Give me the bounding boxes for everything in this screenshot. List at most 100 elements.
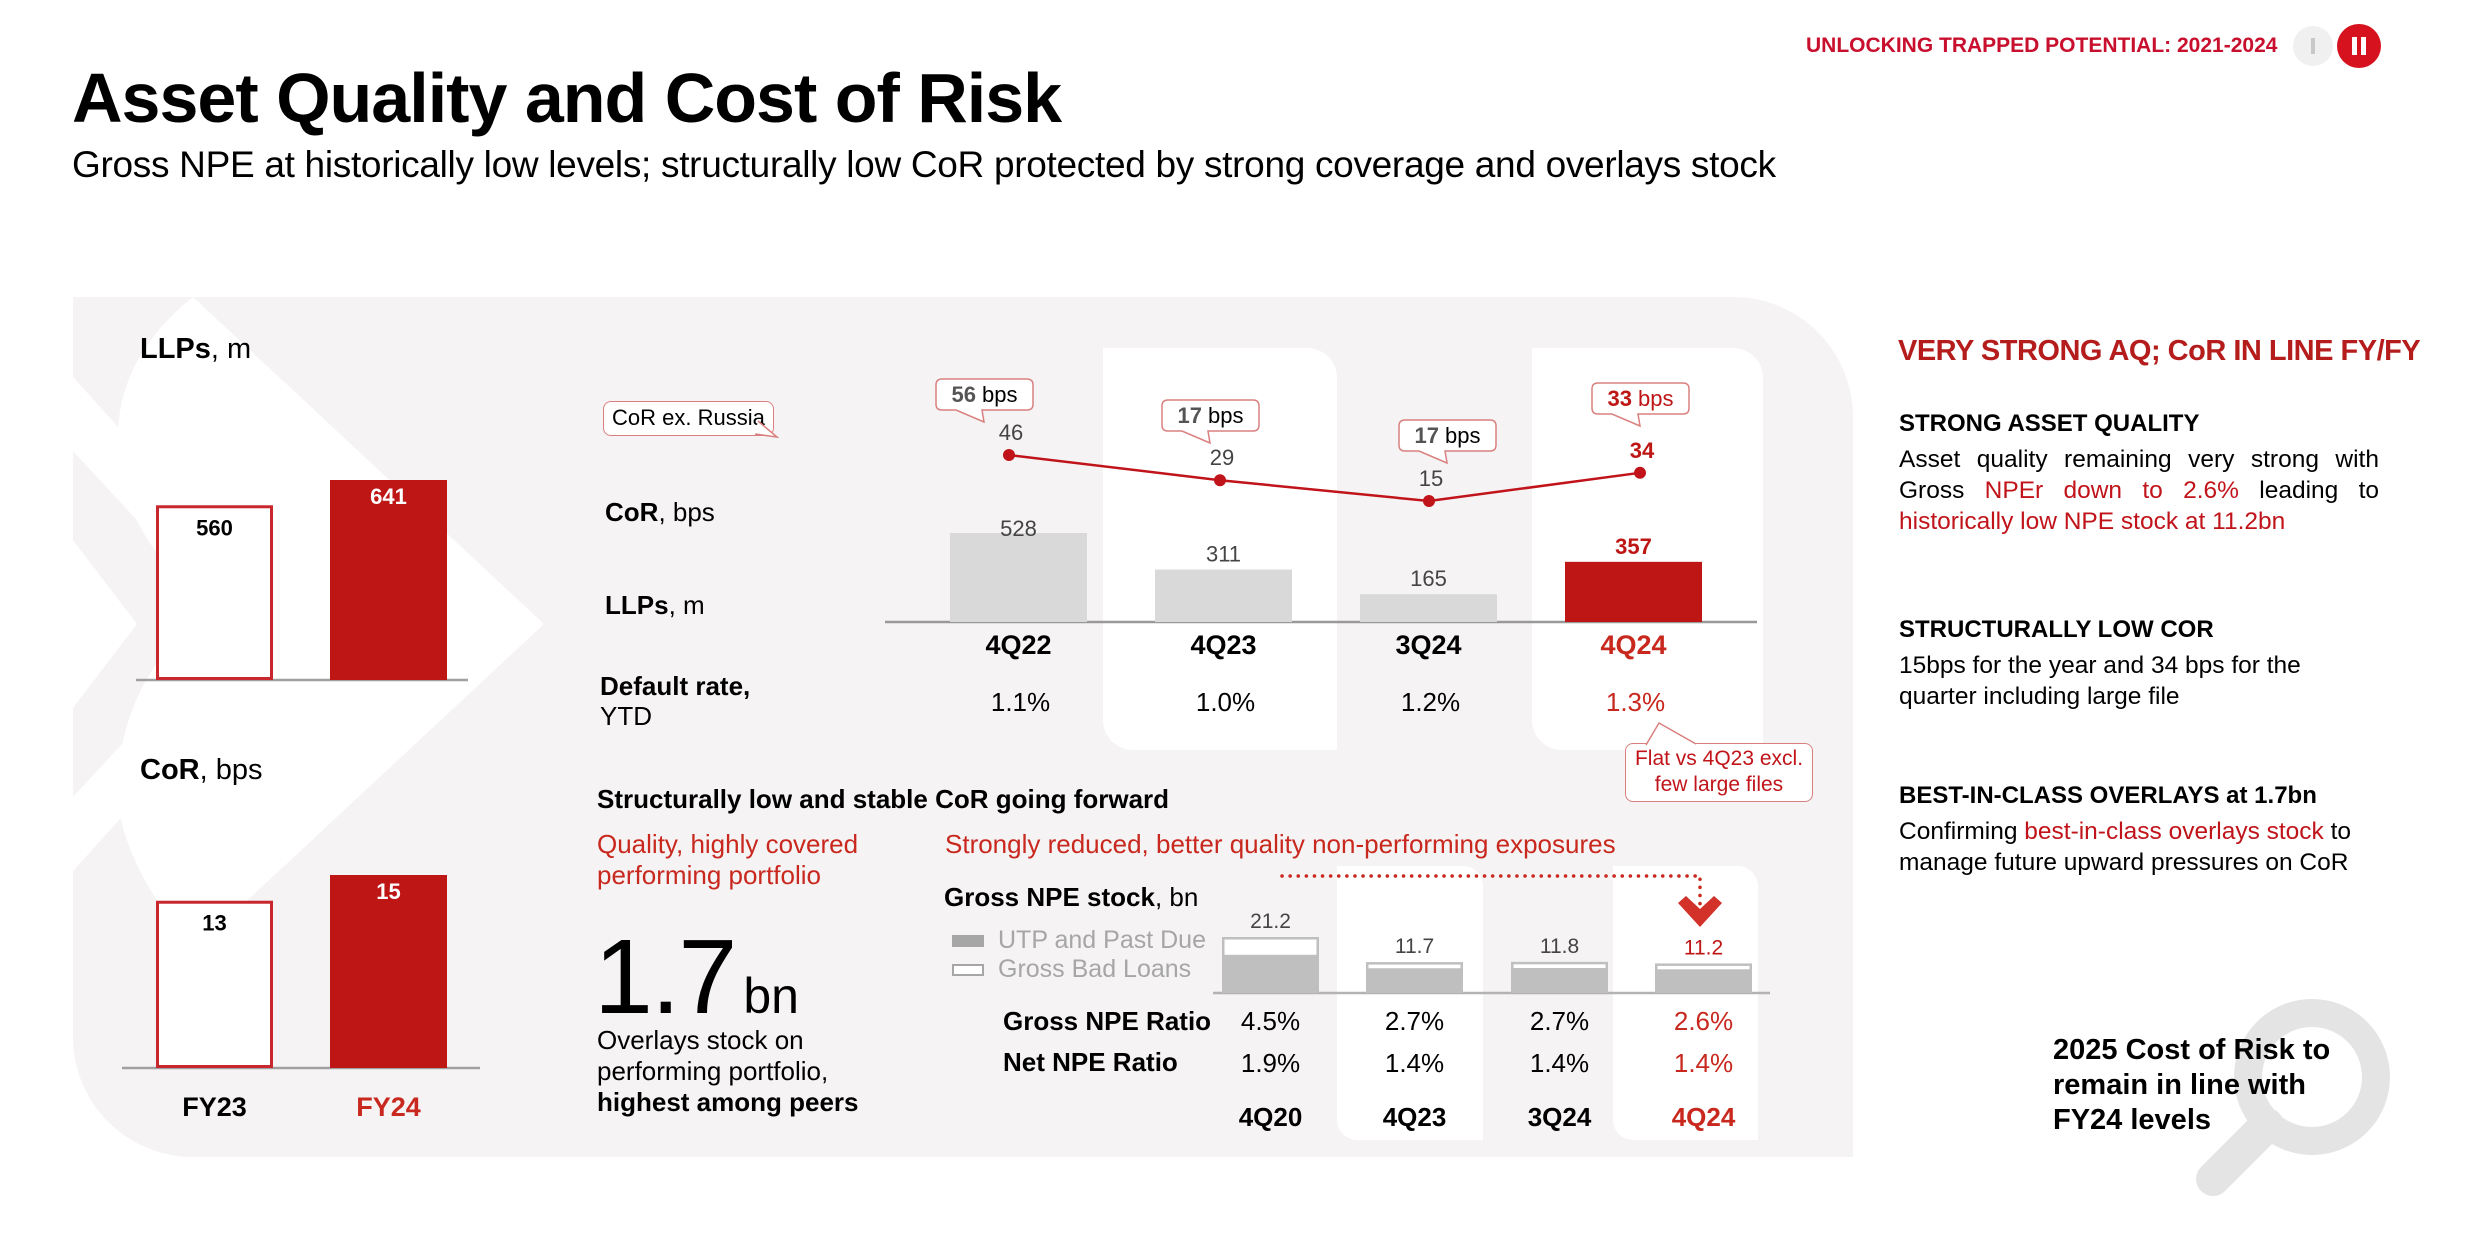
cor-ex-russia-value: 17 bps [1177, 403, 1243, 428]
bar-fy24 [330, 875, 447, 1068]
row-default-unit: YTD [600, 701, 652, 731]
cor-ex-russia-value: 33 bps [1607, 386, 1673, 411]
flat-note-pointer-icon [1645, 721, 1697, 746]
outlook-statement: 2025 Cost of Risk to remain in line with… [2053, 1033, 2330, 1138]
npe-quarter-label-4q24: 4Q24 [1672, 1102, 1736, 1132]
llps-bar-4q23 [1155, 569, 1292, 622]
quality-subheading: Quality, highly covered performing portf… [597, 829, 858, 891]
cor-fy-chart: 13 FY23 15 FY24 [122, 875, 480, 1122]
nav-section-2-button[interactable] [2337, 24, 2381, 68]
right-section: STRONG ASSET QUALITY Asset quality remain… [1899, 410, 2379, 537]
callout-pointer-icon [755, 420, 780, 439]
cor-ex-russia-unit: bps [1445, 423, 1480, 448]
overlays-desc-line1: Overlays stock on [597, 1025, 804, 1055]
llps-bar-3q24 [1360, 594, 1497, 622]
npe-title-bold: Gross NPE stock [944, 882, 1155, 912]
quality-sub-line1: Quality, highly covered [597, 829, 859, 859]
quarter-label-3q24: 3Q24 [1395, 630, 1461, 660]
quality-sub-line2: performing portfolio [597, 860, 821, 890]
overlays-unit: bn [743, 968, 799, 1024]
cor-ex-russia-callout [1591, 382, 1690, 428]
cor-point [1214, 474, 1226, 487]
quarter-label-4q24: 4Q24 [1600, 630, 1666, 660]
bar-value-label: 15 [376, 879, 400, 904]
npe-column-highlight-4q23 [1337, 866, 1483, 1140]
utp-bar-segment [1222, 956, 1319, 993]
npe-total-label: 21.2 [1250, 910, 1291, 933]
legend-bad-label: Gross Bad Loans [998, 955, 1192, 983]
overlays-desc-line2: performing portfolio, [597, 1056, 829, 1086]
body-text: Asset quality remaining very strong with… [1899, 446, 2379, 504]
right-section-text: Asset quality remaining very strong with… [1899, 444, 2379, 537]
cor-value-label: 46 [999, 420, 1023, 445]
npe-column-highlight-4q24 [1613, 866, 1758, 1140]
highlighted-text: NPEr down to 2.6% [1984, 477, 2239, 504]
right-section-title: STRUCTURALLY LOW COR [1899, 616, 2214, 643]
gross-npe-chart: 21.2 4.5% 1.9% 4Q20 11.7 2.7% 1.4% 4Q23 11.8 2.7%… [1213, 874, 1770, 1132]
row-llps-bold: LLPs [605, 590, 669, 620]
category-label-fy23: FY23 [182, 1092, 247, 1122]
llps-fy-chart: 560 641 [136, 480, 468, 682]
net-npe-ratio-value: 1.4% [1674, 1048, 1733, 1078]
bar-value-label: 560 [196, 515, 233, 540]
cor-ex-russia-number: 33 [1607, 386, 1638, 411]
quarter-label-4q22: 4Q22 [985, 630, 1051, 660]
bar-fy23 [156, 900, 273, 1068]
row-label-cor: CoR, bps [605, 497, 715, 528]
row-default-bold: Default rate, [600, 671, 751, 701]
cor-point [1634, 466, 1646, 479]
npe-quarter-label-3q24: 3Q24 [1528, 1102, 1592, 1132]
utp-bar-segment [1511, 969, 1608, 993]
llps-value-label: 357 [1615, 534, 1652, 559]
legend-utp: UTP and Past Due [952, 926, 1206, 955]
default-rate-value: 1.3% [1606, 687, 1665, 717]
gross-npe-ratio-value: 2.7% [1530, 1006, 1589, 1036]
right-section: STRUCTURALLY LOW COR 15bps for the year a… [1899, 616, 2379, 712]
net-npe-ratio-label: Net NPE Ratio [1003, 1047, 1178, 1077]
llps-bar-4q22 [950, 533, 1087, 622]
bar-icon [2311, 38, 2315, 54]
cor-ex-russia-value: 56 bps [951, 382, 1017, 407]
bar-value-label: 641 [370, 484, 407, 509]
right-section-title: BEST-IN-CLASS OVERLAYS at 1.7bn [1899, 782, 2317, 809]
cor-ex-russia-callout: CoR ex. Russia [603, 401, 774, 436]
quarterly-cor-llps-chart: 528 4Q22 1.1% 311 4Q23 1.0% 165 3Q24 1.2% 357 4Q24… [885, 378, 1757, 717]
npe-quarter-label-4q23: 4Q23 [1383, 1102, 1447, 1132]
cor-value-label: 15 [1419, 466, 1443, 491]
cor-value-label: 29 [1210, 445, 1234, 470]
right-section-title: STRONG ASSET QUALITY [1899, 410, 2200, 437]
body-text: Confirming [1899, 818, 2025, 845]
chevron-down-icon [1678, 896, 1722, 927]
bar-fy23 [156, 505, 273, 680]
legend-bad-swatch [952, 964, 984, 977]
npe-chart-title: Gross NPE stock, bn [944, 882, 1198, 913]
right-section-text: Confirming best-in-class overlays stock … [1899, 816, 2379, 878]
overlays-description: Overlays stock on performing portfolio, … [597, 1025, 859, 1118]
magnifier-icon [2196, 999, 2390, 1196]
outlook-line1: 2025 Cost of Risk to [2053, 1034, 2331, 1066]
cor-point [1003, 449, 1015, 461]
body-text: to manage future upward pressures on CoR [1899, 818, 2352, 876]
row-llps-unit: , m [668, 590, 705, 620]
bad-loans-bar-segment [1511, 961, 1608, 971]
gross-npe-ratio-value: 2.7% [1385, 1006, 1444, 1036]
page-subtitle: Gross NPE at historically low levels; st… [72, 144, 1776, 185]
outlook-line3: FY24 levels [2053, 1104, 2211, 1136]
nav-section-1-button[interactable] [2293, 26, 2333, 66]
bottom-heading: Structurally low and stable CoR going fo… [597, 784, 1170, 814]
utp-bar-segment [1366, 969, 1463, 993]
default-rate-value: 1.2% [1401, 687, 1460, 717]
cor-ex-russia-unit: bps [982, 382, 1017, 407]
legend-bad-loans: Gross Bad Loans [952, 955, 1191, 984]
pause-icon [2352, 37, 2366, 55]
cor-chart-title: CoR, bps [140, 754, 262, 787]
llps-value-label: 165 [1410, 566, 1447, 591]
net-npe-ratio-value: 1.9% [1241, 1048, 1300, 1078]
column-highlight-4q24 [1532, 348, 1763, 750]
highlighted-text: best-in-class overlays stock [2024, 818, 2324, 845]
row-cor-unit: , bps [658, 497, 715, 527]
right-section-text: 15bps for the year and 34 bps for the qu… [1899, 650, 2379, 712]
cor-ex-russia-value: 17 bps [1414, 423, 1480, 448]
overlays-desc-line3: highest among peers [597, 1087, 859, 1117]
cor-ex-russia-callout [935, 378, 1034, 424]
